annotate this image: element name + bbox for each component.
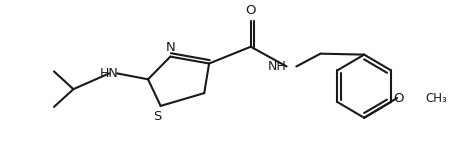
Text: S: S (153, 110, 162, 123)
Text: HN: HN (100, 67, 119, 80)
Text: NH: NH (268, 60, 287, 73)
Text: O: O (393, 92, 403, 104)
Text: CH₃: CH₃ (425, 92, 447, 104)
Text: N: N (166, 41, 175, 54)
Text: O: O (246, 4, 256, 17)
